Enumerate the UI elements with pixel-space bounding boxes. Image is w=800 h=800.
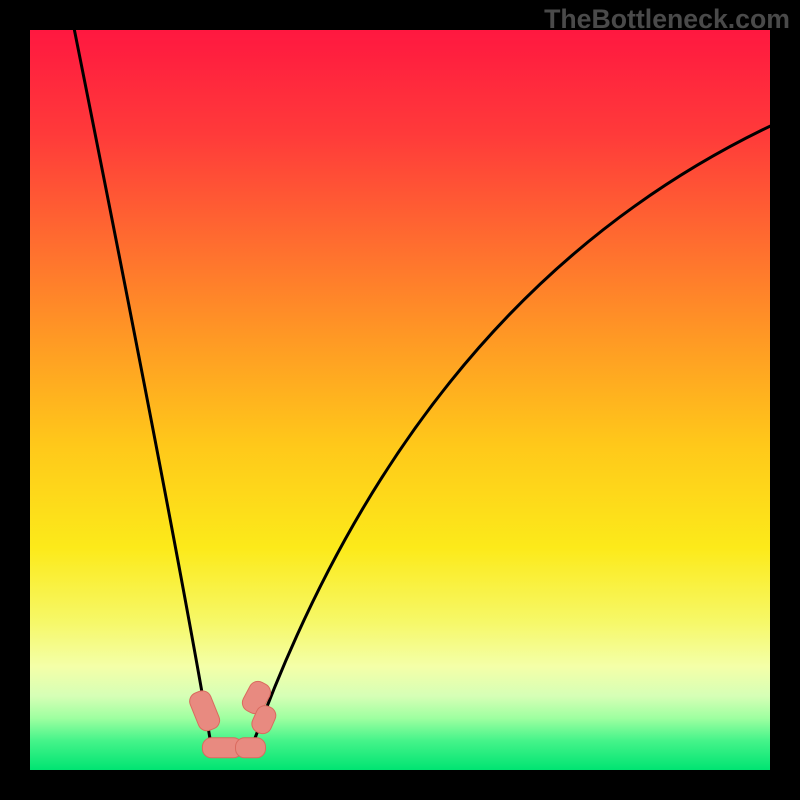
gradient-background	[30, 30, 770, 770]
chart-frame: TheBottleneck.com	[0, 0, 800, 800]
plot-svg	[30, 30, 770, 770]
watermark-text: TheBottleneck.com	[544, 4, 790, 35]
curve-marker	[236, 738, 266, 758]
plot-area	[30, 30, 770, 770]
